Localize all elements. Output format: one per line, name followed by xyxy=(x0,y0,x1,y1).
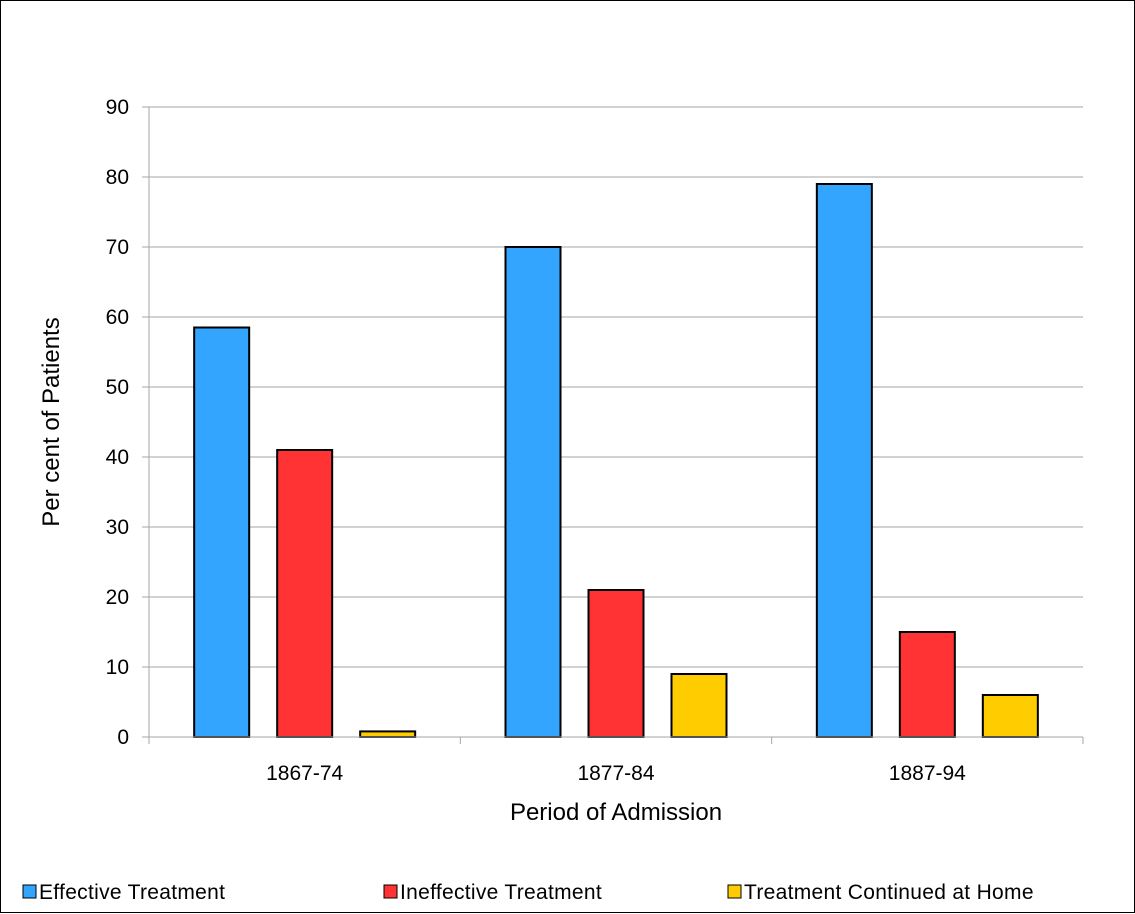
x-tick-labels: 1867-74 1877-84 1887-94 xyxy=(148,737,1084,785)
y-tick-label: 70 xyxy=(106,236,129,259)
y-tick-label: 90 xyxy=(106,96,129,119)
legend-label-ineffective-treatment: Ineffective Treatment xyxy=(400,881,602,904)
y-tick-label: 10 xyxy=(106,656,129,679)
y-tick-label: 60 xyxy=(106,306,129,329)
bar-ineffective-treatment-1867-74 xyxy=(276,449,334,738)
bar-ineffective-treatment-1877-84 xyxy=(587,589,645,738)
bar-effective-treatment-1867-74 xyxy=(193,326,251,738)
bar-treatment-continued-at-home-1877-84 xyxy=(670,673,728,738)
y-tick-label: 50 xyxy=(106,376,129,399)
x-tick-label: 1887-94 xyxy=(889,762,966,785)
legend: Effective Treatment Ineffective Treatment… xyxy=(22,881,1034,904)
bars xyxy=(193,183,1039,739)
y-axis-title: Per cent of Patients xyxy=(38,317,65,526)
y-tick-label: 20 xyxy=(106,586,129,609)
y-tick-label: 0 xyxy=(117,726,129,749)
x-axis-title: Period of Admission xyxy=(510,799,722,826)
bar-treatment-continued-at-home-1867-74 xyxy=(359,730,417,739)
y-tick-label: 30 xyxy=(106,516,129,539)
legend-label-treatment-continued-at-home: Treatment Continued at Home xyxy=(744,881,1034,904)
bar-effective-treatment-1877-84 xyxy=(504,246,562,738)
bar-ineffective-treatment-1887-94 xyxy=(898,631,956,738)
legend-swatch-effective-treatment xyxy=(22,884,37,899)
y-tick-label: 40 xyxy=(106,446,129,469)
x-tick-label: 1867-74 xyxy=(266,762,343,785)
legend-label-effective-treatment: Effective Treatment xyxy=(39,881,225,904)
legend-swatch-ineffective-treatment xyxy=(383,884,398,899)
bar-effective-treatment-1887-94 xyxy=(815,183,873,738)
y-tick-labels: 0 10 20 30 40 50 60 70 80 90 xyxy=(106,96,129,749)
legend-swatch-treatment-continued-at-home xyxy=(727,884,742,899)
y-tick-label: 80 xyxy=(106,166,129,189)
x-tick-label: 1877-84 xyxy=(577,762,654,785)
bar-treatment-continued-at-home-1887-94 xyxy=(981,694,1039,738)
